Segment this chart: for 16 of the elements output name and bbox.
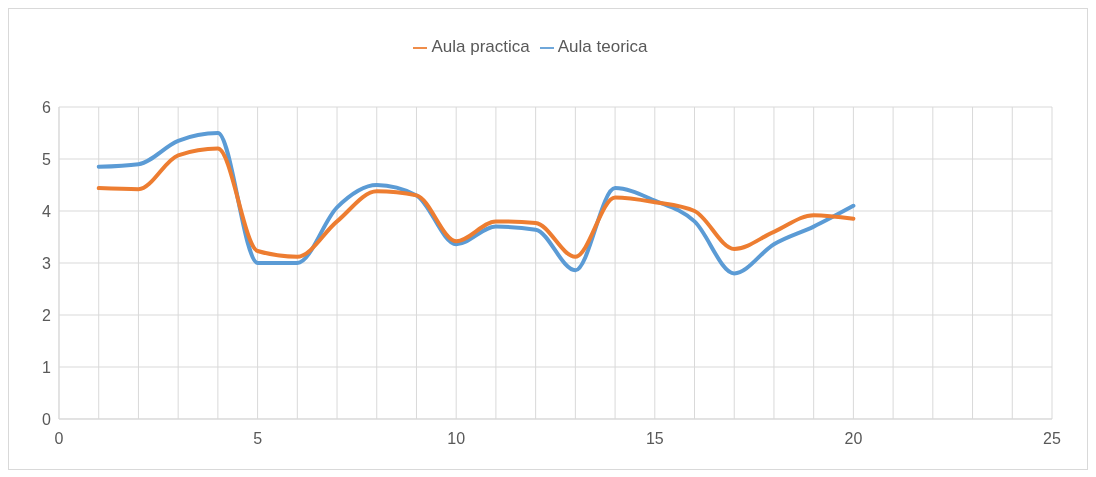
y-tick-label: 1 bbox=[42, 358, 52, 376]
x-tick-label: 20 bbox=[844, 430, 863, 448]
x-tick-label: 5 bbox=[253, 430, 263, 448]
y-tick-label: 3 bbox=[42, 254, 52, 272]
legend-label: Aula practica bbox=[431, 37, 530, 56]
x-tick-label: 10 bbox=[447, 430, 466, 448]
y-tick-label: 6 bbox=[42, 98, 52, 116]
y-tick-label: 5 bbox=[42, 150, 52, 168]
x-tick-label: 25 bbox=[1043, 430, 1061, 448]
x-tick-label: 15 bbox=[645, 430, 664, 448]
legend-label: Aula teorica bbox=[557, 37, 648, 56]
line-series bbox=[96, 146, 856, 259]
y-tick-label: 4 bbox=[42, 202, 52, 220]
y-tick-label: 2 bbox=[42, 306, 52, 324]
x-tick-label: 0 bbox=[54, 430, 64, 448]
y-tick-label: 0 bbox=[42, 410, 52, 428]
